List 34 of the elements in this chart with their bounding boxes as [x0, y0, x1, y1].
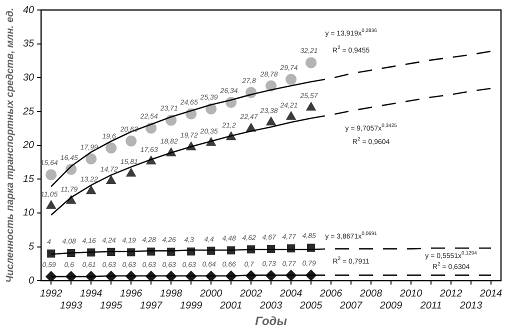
x-tick-label: 2005: [298, 300, 323, 312]
x-tick-label: 2006: [318, 288, 343, 300]
y-tick-label: 15: [23, 174, 35, 185]
x-tick-label: 2009: [378, 300, 403, 312]
x-tick-label: 1997: [140, 300, 163, 312]
y-axis-title: Численность парка транспортных средств, млн. ед.: [4, 8, 16, 283]
y-tick-label: 5: [28, 242, 35, 253]
x-tick-label: 2013: [458, 300, 483, 312]
x-tick-label: 2004: [278, 288, 303, 300]
x-tick-label: 1998: [160, 288, 183, 300]
x-tick-label: 1992: [40, 288, 63, 300]
x-tick-label: 2014: [478, 288, 503, 300]
x-tick-label: 2011: [419, 300, 442, 312]
y-tick-label: 40: [23, 4, 35, 16]
x-tick-label: 1999: [180, 300, 203, 312]
x-tick-label: 2010: [398, 288, 423, 300]
y-tick-label: 30: [23, 72, 35, 84]
x-tick-label: 2008: [358, 288, 383, 300]
x-tick-label: 2007: [338, 300, 363, 312]
x-tick-label: 1995: [100, 300, 123, 312]
x-tick-label: 2002: [238, 288, 263, 300]
y-tick-label: 25: [22, 106, 35, 118]
x-tick-label: 2000: [198, 288, 223, 300]
x-tick-label: 2003: [258, 300, 283, 312]
y-tick-label: 10: [23, 208, 35, 219]
y-tick-label: 0: [28, 275, 35, 286]
x-tick-label: 1993: [60, 300, 83, 312]
x-tick-label: 2012: [438, 288, 463, 300]
x-axis-title: Годы: [255, 314, 288, 328]
x-tick-label: 2001: [218, 300, 242, 312]
x-tick-label: 1996: [120, 288, 143, 300]
x-tick-label: 1994: [80, 288, 103, 300]
y-tick-label: 20: [22, 140, 35, 152]
y-tick-label: 35: [23, 38, 35, 50]
